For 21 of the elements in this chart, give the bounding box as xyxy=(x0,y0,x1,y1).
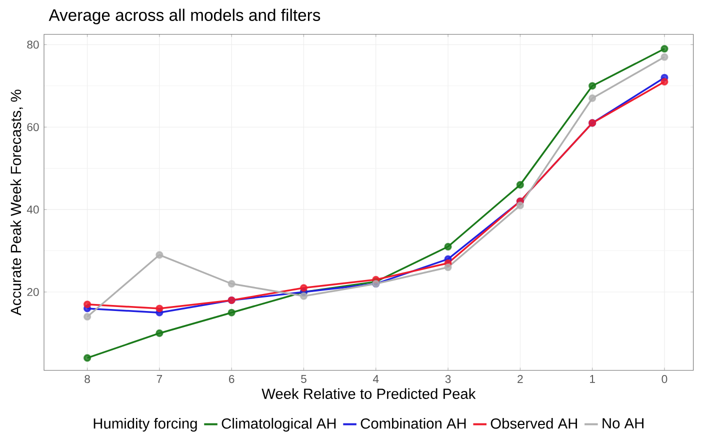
y-axis-title: Accurate Peak Week Forecasts, % xyxy=(10,90,23,316)
legend-label: No AH xyxy=(602,418,644,428)
x-tick-label: 6 xyxy=(229,375,234,384)
x-tick-label: 4 xyxy=(372,375,379,383)
x-tick-label: 7 xyxy=(156,375,162,383)
y-tick-label: 80 xyxy=(27,40,39,49)
x-tick-label: 0 xyxy=(662,375,668,384)
x-tick-label: 2 xyxy=(518,375,523,383)
y-tick-label: 60 xyxy=(27,123,39,132)
legend-title: Humidity forcing xyxy=(94,418,197,432)
legend-label: Combination AH xyxy=(360,418,466,429)
y-tick-label: 20 xyxy=(27,288,39,296)
y-tick-label: 40 xyxy=(26,206,39,214)
x-tick-label: 1 xyxy=(590,375,595,383)
chart-title: Average across all models and filters xyxy=(48,8,320,24)
legend-label: Observed AH xyxy=(490,418,577,429)
x-axis-title: Week Relative to Predicted Peak xyxy=(262,388,476,399)
legend-label: Climatological AH xyxy=(222,418,336,432)
x-tick-label: 8 xyxy=(84,375,90,384)
x-tick-label: 3 xyxy=(445,375,451,384)
x-tick-label: 5 xyxy=(301,375,306,383)
